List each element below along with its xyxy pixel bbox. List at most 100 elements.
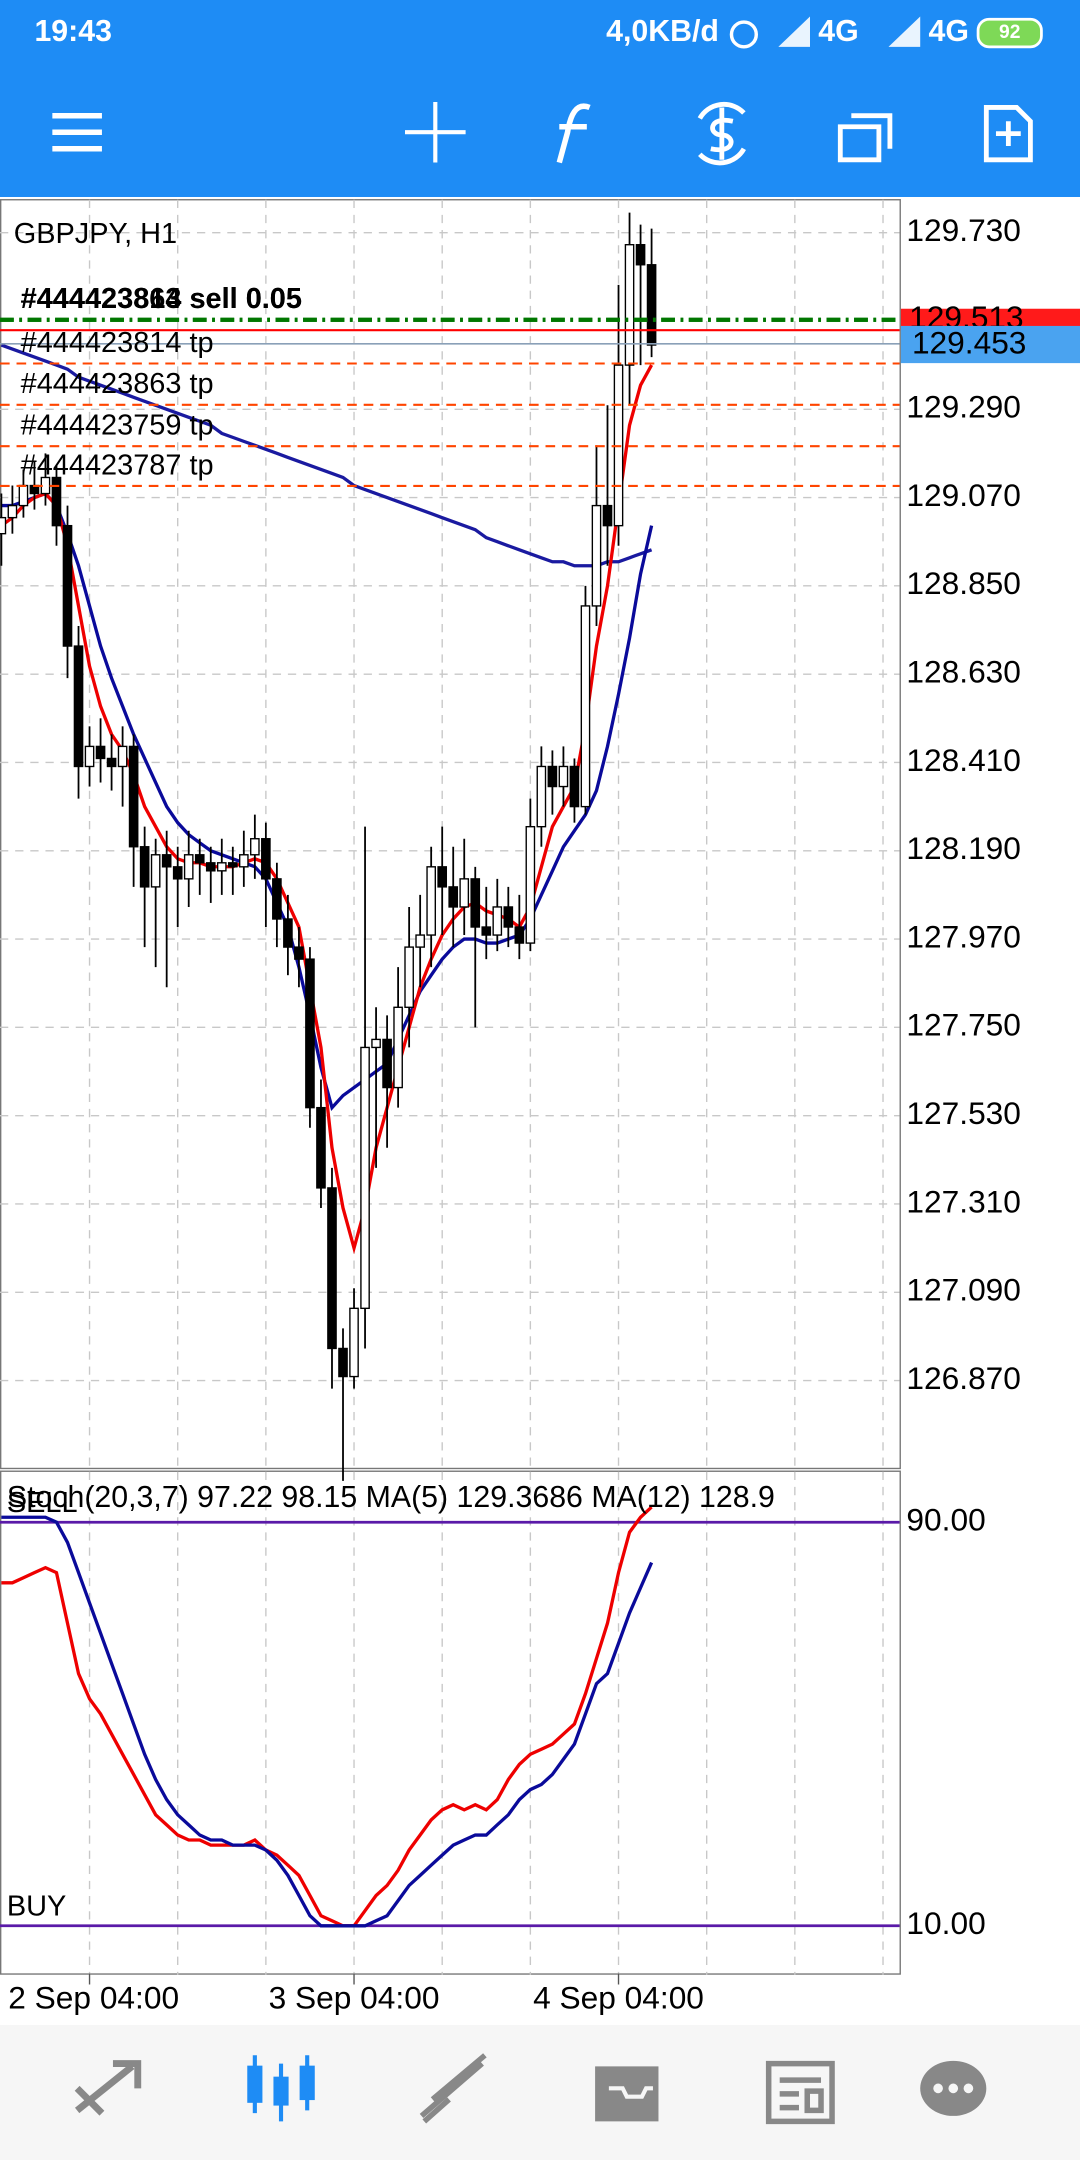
candle-body (239, 854, 249, 868)
candle-body (117, 745, 128, 768)
candle-body (283, 918, 293, 948)
candle-body (536, 765, 547, 828)
candle-body (514, 926, 525, 944)
y-tick-label: 126.870 (906, 1360, 1021, 1396)
order-label: #444423814 sell 0.05 (21, 283, 302, 315)
x-tick-label: 4 Sep 04:00 (533, 1980, 704, 2016)
history-tab-detail (608, 2086, 653, 2099)
candle-body (338, 1347, 348, 1378)
order-label: #444423759 tp (21, 410, 214, 442)
stoch-panel (0, 1470, 901, 1975)
candle-body (646, 264, 657, 346)
bottom-nav (0, 2025, 1080, 2160)
y-tick-label: 129.730 (906, 212, 1021, 248)
news-tab[interactable] (765, 2060, 835, 2125)
crosshair-button[interactable] (405, 101, 466, 163)
candle-body (0, 516, 7, 535)
windows-button[interactable] (837, 113, 893, 163)
y-tick-label: 10.00 (906, 1905, 985, 1941)
candle-body (635, 244, 646, 266)
symbol-label: GBPJPY, H1 (14, 218, 177, 250)
network-2: 4G (928, 15, 968, 48)
candle-body (437, 866, 448, 888)
y-tick-label: 127.530 (906, 1095, 1021, 1131)
candle-body (316, 1106, 326, 1189)
candle-body (106, 757, 117, 768)
candle-body (250, 838, 260, 856)
candle-body (305, 958, 315, 1109)
toolbar (52, 101, 1033, 166)
x-tick-label: 2 Sep 04:00 (8, 1980, 179, 2016)
indicator-line (0, 364, 654, 1255)
order-label: #444423814 tp (21, 327, 214, 359)
candle-body (18, 484, 29, 507)
candle-body (393, 1006, 403, 1089)
candle-body (569, 765, 580, 808)
indicators-button[interactable] (556, 103, 591, 164)
candle-body (139, 846, 150, 888)
order-label: #444423863 sell 0.05 (21, 283, 302, 315)
bid-label: 129.453 (912, 325, 1027, 361)
indicator-line (1, 1515, 654, 1928)
candle-body (73, 645, 84, 768)
candle-body (426, 866, 436, 936)
trade-button[interactable] (697, 101, 746, 166)
chat-dot (948, 2083, 959, 2094)
y-tick-label: 127.310 (906, 1183, 1021, 1219)
app-bar (0, 0, 1080, 197)
quotes-tab[interactable] (74, 2060, 142, 2116)
price-panel (0, 199, 901, 1470)
bottom-nav-icons (74, 2053, 987, 2125)
candle-body (525, 825, 536, 944)
y-tick-label: 128.190 (906, 830, 1021, 866)
bid-tag (900, 325, 1080, 364)
candle-body (547, 765, 558, 788)
chat-dot (933, 2083, 943, 2094)
battery-level: 92 (999, 22, 1020, 43)
battery (976, 17, 1043, 49)
y-tick-label: 90.00 (906, 1502, 985, 1538)
trade-tab[interactable] (419, 2053, 487, 2124)
candle-body (327, 1187, 337, 1350)
candle-body (62, 524, 73, 647)
candle-body (591, 504, 602, 607)
candle-body (470, 878, 481, 928)
candle-body (172, 866, 183, 880)
candle-body (360, 1046, 370, 1310)
candle-body (503, 906, 514, 928)
indicator-line (1, 1505, 653, 1928)
menu-button[interactable] (52, 112, 102, 152)
candle-body (404, 946, 414, 1008)
candle-body (415, 934, 425, 948)
y-tick-label: 128.410 (906, 742, 1021, 778)
candle-body (84, 745, 95, 768)
candle-body (150, 854, 161, 888)
candle-body (51, 476, 62, 527)
candle-body (371, 1038, 381, 1049)
sync-icon (729, 20, 758, 49)
candle-body (95, 745, 106, 760)
candle-body (448, 886, 459, 908)
chart-tab[interactable] (247, 2055, 315, 2122)
y-tick-label: 129.070 (906, 477, 1021, 513)
y-tick-label: 128.850 (906, 565, 1021, 601)
clock: 19:43 (34, 15, 112, 48)
candle-body (349, 1307, 359, 1378)
candle-body (227, 862, 238, 868)
order-price-tag (900, 308, 1080, 331)
candle-body (216, 862, 227, 872)
candle-body (128, 745, 139, 848)
candle-body (261, 838, 271, 880)
level-label: BUY (7, 1891, 66, 1923)
candle-body (294, 946, 304, 960)
y-tick-label: 128.630 (906, 654, 1021, 690)
candle-body (161, 854, 172, 868)
new-order-button[interactable] (983, 105, 1033, 163)
candle-body (459, 878, 470, 908)
candle-body (382, 1038, 392, 1089)
chat-dot (963, 2083, 974, 2094)
chart-area: 2 Sep 04:00 3 Sep 04:00 4 Sep 04:00 129.730… (0, 199, 1080, 2016)
indicator-line (0, 343, 653, 568)
